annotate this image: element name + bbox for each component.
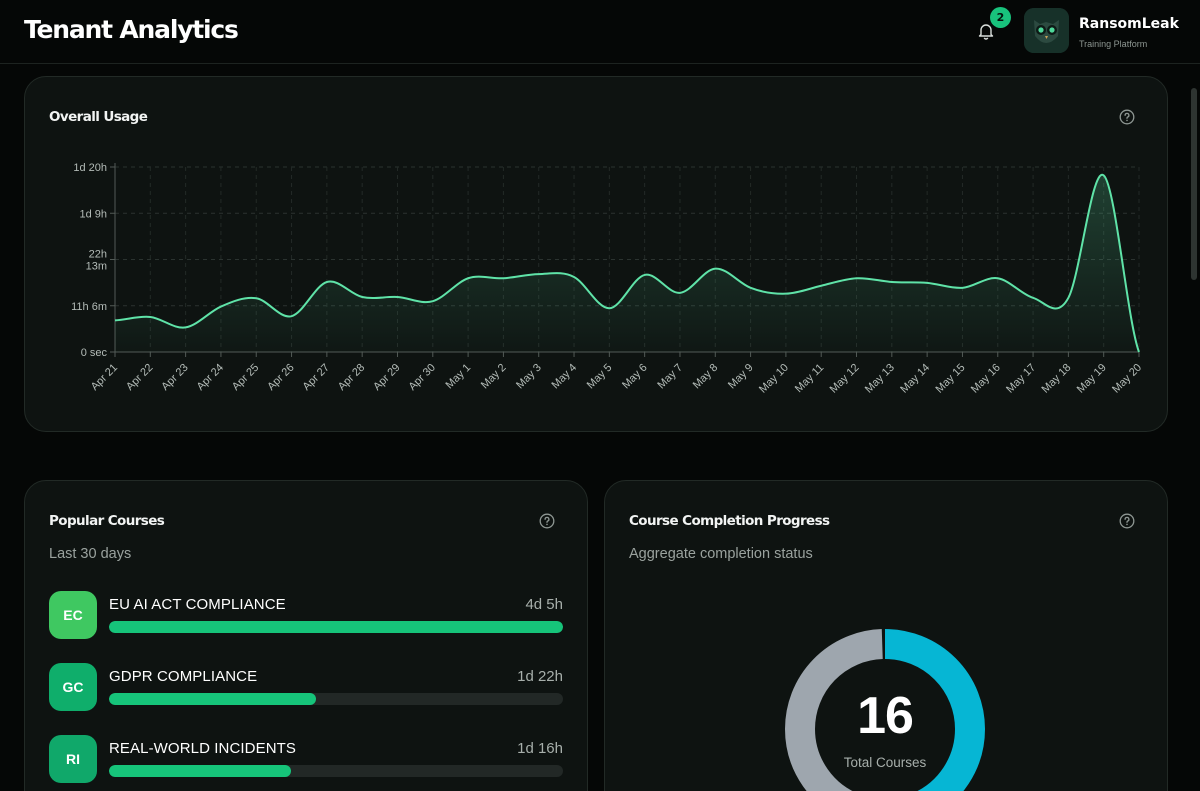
course-progress-fill (109, 693, 316, 705)
x-tick-label: May 16 (969, 362, 1003, 396)
course-completion-card: Course Completion Progress Aggregate com… (604, 480, 1168, 791)
course-row-eu-ai-act[interactable]: EC EU AI ACT COMPLIANCE 4d 5h (49, 591, 565, 639)
page-scrollbar[interactable] (1191, 88, 1197, 280)
help-icon[interactable] (1119, 513, 1135, 529)
help-icon[interactable] (539, 513, 555, 529)
bell-icon[interactable] (976, 21, 996, 41)
course-name: GDPR COMPLIANCE (109, 668, 258, 685)
x-tick-label: Apr 26 (265, 362, 296, 393)
card-title: Overall Usage (49, 109, 148, 125)
x-tick-label: May 8 (691, 362, 721, 392)
donut-segment (785, 629, 985, 791)
x-tick-label: May 12 (828, 362, 862, 396)
brand-name: RansomLeak (1079, 16, 1179, 32)
course-progress-bar (109, 693, 563, 705)
card-subtitle: Aggregate completion status (629, 546, 813, 562)
x-tick-label: Apr 29 (371, 362, 402, 393)
y-tick-label: 11h 6m (71, 301, 107, 313)
x-tick-label: May 17 (1004, 362, 1038, 396)
x-tick-label: May 15 (934, 362, 968, 396)
x-tick-label: May 9 (726, 362, 756, 392)
total-courses-label: Total Courses (843, 755, 927, 770)
x-tick-label: Apr 30 (407, 362, 438, 393)
overall-usage-card: Overall Usage 0 sec 11h 6m 22h 13m 1d 9h 1d 2… (24, 76, 1168, 432)
x-tick-label: Apr 23 (159, 362, 190, 393)
usage-line (114, 174, 1140, 353)
top-bar: Tenant Analytics 2 RansomLeak Training P… (0, 0, 1200, 64)
x-tick-label: May 5 (585, 362, 615, 392)
x-tick-label: Apr 27 (301, 362, 332, 393)
x-tick-label: May 20 (1110, 362, 1144, 396)
course-initials-badge: EC (49, 591, 97, 639)
x-tick-label: May 6 (620, 362, 650, 392)
course-row-gdpr[interactable]: GC GDPR COMPLIANCE 1d 22h (49, 663, 565, 711)
x-tick-label: May 19 (1075, 362, 1109, 396)
avatar[interactable] (1024, 8, 1069, 53)
x-tick-label: May 13 (863, 362, 897, 396)
completion-donut-chart (785, 629, 985, 791)
y-tick-label: 1d 20h (73, 162, 107, 174)
course-time: 1d 22h (517, 668, 563, 685)
course-initials-badge: RI (49, 735, 97, 783)
popular-courses-card: Popular Courses Last 30 days EC EU AI AC… (24, 480, 588, 791)
course-time: 4d 5h (525, 596, 563, 613)
usage-area (115, 174, 1139, 352)
course-time: 1d 16h (517, 740, 563, 757)
y-tick-label: 0 sec (81, 347, 108, 359)
x-tick-label: Apr 28 (336, 362, 367, 393)
x-tick-label: Apr 22 (124, 362, 155, 393)
x-tick-label: May 10 (757, 362, 791, 396)
course-initials-badge: GC (49, 663, 97, 711)
x-tick-label: May 7 (655, 362, 685, 392)
x-tick-label: Apr 24 (195, 362, 226, 393)
owl-logo-icon (1024, 8, 1069, 53)
x-tick-label: May 14 (898, 362, 932, 396)
course-row-real-world-incidents[interactable]: RI REAL-WORLD INCIDENTS 1d 16h (49, 735, 565, 783)
donut-segment (785, 629, 985, 791)
x-tick-label: May 3 (514, 362, 544, 392)
course-progress-fill (109, 765, 291, 777)
x-tick-label: Apr 21 (89, 362, 120, 393)
card-title: Course Completion Progress (629, 513, 830, 529)
x-tick-label: May 1 (444, 362, 474, 392)
y-tick-label: 13m (86, 261, 107, 273)
y-tick-label: 22h (89, 249, 107, 261)
page-title: Tenant Analytics (24, 15, 239, 44)
card-subtitle: Last 30 days (49, 546, 132, 562)
total-courses-count: 16 (857, 687, 914, 745)
help-icon[interactable] (1119, 109, 1135, 125)
course-name: EU AI ACT COMPLIANCE (109, 596, 286, 613)
course-name: REAL-WORLD INCIDENTS (109, 740, 297, 757)
course-progress-bar (109, 765, 563, 777)
x-tick-label: May 2 (479, 362, 509, 392)
card-title: Popular Courses (49, 513, 165, 529)
x-tick-label: May 4 (549, 362, 579, 392)
notification-badge: 2 (990, 7, 1011, 28)
x-tick-label: Apr 25 (230, 362, 261, 393)
x-tick-label: May 18 (1040, 362, 1074, 396)
x-tick-label: May 11 (793, 362, 826, 395)
y-tick-label: 1d 9h (79, 208, 107, 220)
course-progress-fill (109, 621, 563, 633)
brand-subtitle: Training Platform (1079, 39, 1148, 49)
course-progress-bar (109, 621, 563, 633)
